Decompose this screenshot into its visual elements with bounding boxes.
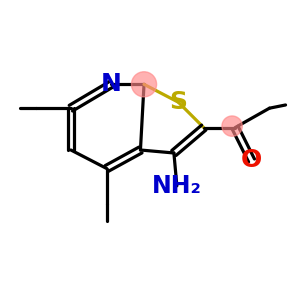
Text: O: O bbox=[241, 148, 262, 172]
Text: S: S bbox=[169, 90, 188, 114]
Text: N: N bbox=[101, 72, 122, 96]
Circle shape bbox=[131, 72, 157, 97]
Circle shape bbox=[222, 116, 242, 136]
Text: NH₂: NH₂ bbox=[152, 174, 202, 198]
